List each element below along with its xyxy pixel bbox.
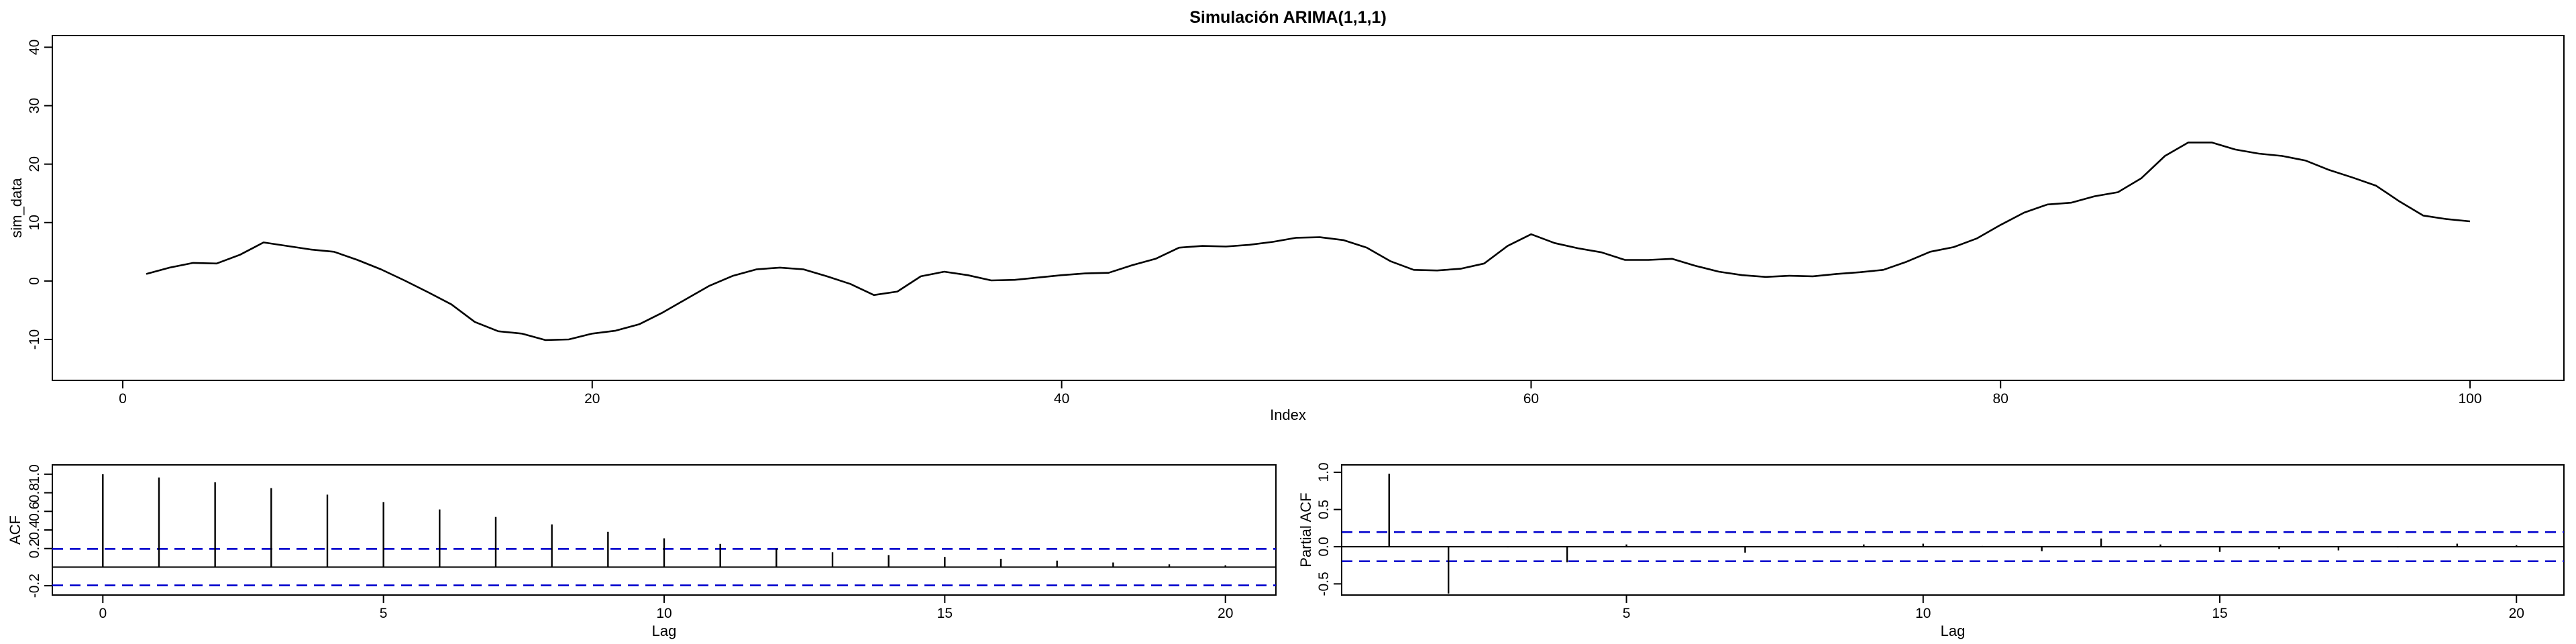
acf-y-tick-label: 1.0 — [27, 464, 42, 484]
series-x-tick-label: 80 — [1993, 391, 2008, 407]
pacf-x-tick-label: 10 — [1915, 606, 1931, 621]
acf-y-axis: -0.2 0.2 0.6 1.0 0.4 0.8 — [27, 464, 52, 598]
acf-plot-frame — [52, 464, 1277, 596]
series-y-tick-label: -10 — [27, 329, 42, 350]
acf-x-label: Lag — [652, 623, 677, 639]
pacf-x-tick-label: 15 — [2212, 606, 2227, 621]
acf-y-tick-label: 0.4 — [27, 520, 42, 540]
series-x-tick-label: 20 — [584, 391, 600, 407]
pacf-y-label: Partial ACF — [1297, 492, 1314, 567]
pacf-x-tick-label: 5 — [1623, 606, 1631, 621]
series-x-label: Index — [1270, 407, 1306, 423]
pacf-y-tick-label: 0.0 — [1316, 537, 1332, 556]
series-x-tick-label: 0 — [119, 391, 127, 407]
pacf-spikes-group — [1342, 474, 2564, 594]
acf-x-axis: 0 5 10 15 20 — [99, 595, 1233, 621]
series-y-tick-label: 20 — [27, 156, 42, 172]
series-x-tick-label: 60 — [1523, 391, 1539, 407]
series-x-tick-label: 40 — [1054, 391, 1069, 407]
series-y-tick-label: 10 — [27, 215, 42, 230]
series-y-tick-label: 40 — [27, 40, 42, 55]
pacf-y-tick-label: 0.5 — [1316, 500, 1332, 519]
series-x-axis: 0 20 40 60 80 100 — [119, 380, 2482, 407]
pacf-x-tick-label: 20 — [2509, 606, 2524, 621]
acf-y-tick-label: 0.2 — [27, 539, 42, 558]
acf-spikes-group — [52, 474, 1276, 586]
pacf-x-axis: 5 10 15 20 — [1623, 595, 2524, 621]
acf-x-tick-label: 5 — [380, 606, 388, 621]
series-x-tick-label: 100 — [2459, 391, 2482, 407]
acf-y-tick-label: 0.6 — [27, 502, 42, 521]
acf-x-tick-label: 20 — [1218, 606, 1233, 621]
acf-y-tick-label: 0.8 — [27, 483, 42, 502]
series-y-tick-label: 0 — [27, 277, 42, 285]
pacf-x-label: Lag — [1941, 623, 1966, 639]
series-y-label: sim_data — [8, 178, 25, 238]
acf-y-label: ACF — [7, 515, 23, 545]
series-y-axis: -10 0 10 20 30 40 — [27, 40, 52, 350]
sim-data-line — [146, 142, 2471, 341]
acf-x-tick-label: 15 — [937, 606, 953, 621]
series-y-tick-label: 30 — [27, 98, 42, 113]
acf-x-tick-label: 0 — [99, 606, 107, 621]
acf-x-tick-label: 10 — [656, 606, 672, 621]
series-line-group — [146, 142, 2471, 341]
pacf-y-tick-label: 1.0 — [1316, 462, 1332, 482]
pacf-y-axis: -0.5 0.0 0.5 1.0 — [1316, 462, 1342, 596]
pacf-plot-frame — [1341, 464, 2565, 596]
series-plot-frame — [52, 35, 2565, 381]
pacf-y-tick-label: -0.5 — [1316, 572, 1332, 596]
chart-title: Simulación ARIMA(1,1,1) — [1189, 8, 1387, 27]
acf-y-tick-label: -0.2 — [27, 574, 42, 598]
